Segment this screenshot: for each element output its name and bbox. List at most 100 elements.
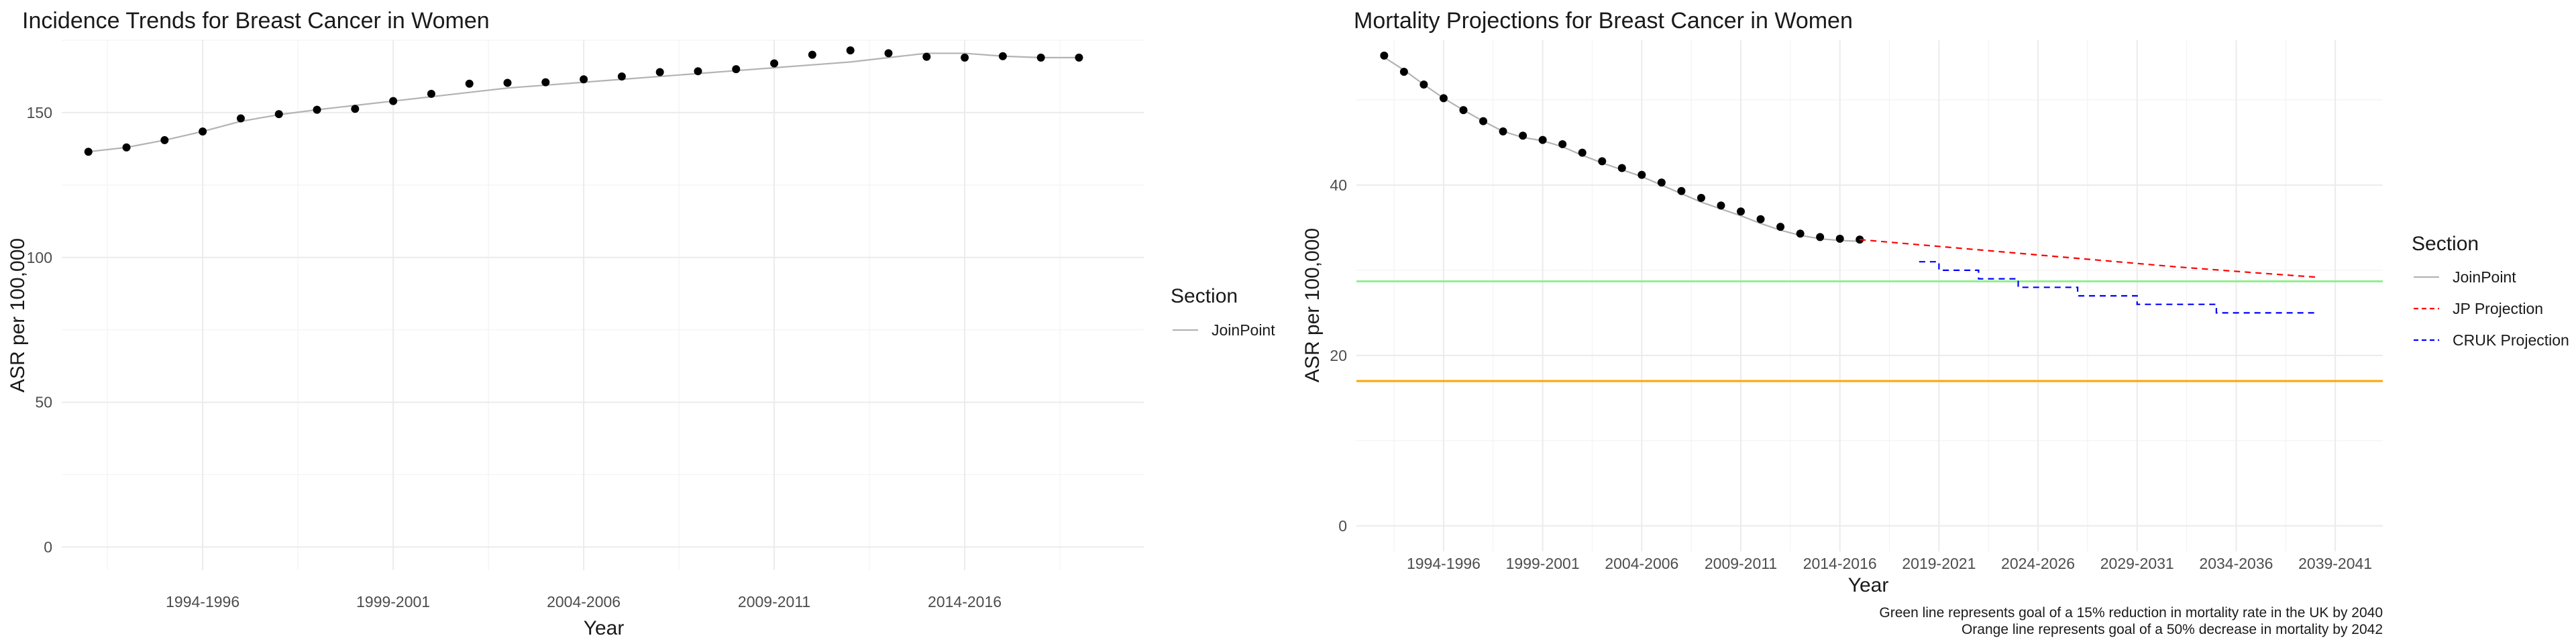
mortality-data-point <box>1519 131 1527 140</box>
mortality-series-joinpoint <box>1383 56 1860 242</box>
incidence-legend-entries: JoinPoint <box>1173 321 1275 339</box>
mortality-x-tick-label: 2034-2036 <box>2199 555 2273 572</box>
mortality-data-point <box>1737 207 1746 216</box>
mortality-x-tick-label: 2029-2031 <box>2100 555 2174 572</box>
incidence-x-axis-title: Year <box>584 617 625 639</box>
mortality-legend-label-2: CRUK Projection <box>2453 331 2569 349</box>
mortality-data-point <box>1717 201 1725 210</box>
incidence-y-axis-title: ASR per 100,000 <box>7 238 29 392</box>
incidence-gridlines <box>62 40 1144 570</box>
mortality-data-point <box>1578 148 1587 157</box>
incidence-x-tick-label: 2009-2011 <box>738 593 810 610</box>
incidence-data-point <box>1075 53 1083 62</box>
mortality-y-tick-labels: 0 20 40 <box>1330 176 1347 535</box>
mortality-series-observed <box>1380 51 1864 244</box>
incidence-legend-label-0: JoinPoint <box>1212 321 1275 339</box>
incidence-x-tick-label: 2004-2006 <box>547 593 621 610</box>
mortality-reference-lines <box>1356 280 2383 382</box>
incidence-data-point <box>846 46 855 55</box>
incidence-data-point <box>922 52 931 61</box>
mortality-data-point <box>1439 94 1448 103</box>
incidence-data-point <box>503 78 512 87</box>
incidence-y-tick-label: 100 <box>27 249 52 266</box>
mortality-series <box>1380 51 2316 314</box>
mortality-series-cruk-projection <box>1919 261 2316 314</box>
mortality-data-point <box>1776 223 1785 231</box>
incidence-data-point <box>1036 53 1045 62</box>
incidence-data-point <box>313 105 321 114</box>
mortality-x-tick-label: 2014-2016 <box>1803 555 1877 572</box>
incidence-data-point <box>655 68 664 76</box>
incidence-data-point <box>389 97 398 105</box>
mortality-data-point <box>1479 117 1488 125</box>
mortality-x-tick-label: 2009-2011 <box>1705 555 1777 572</box>
mortality-legend-label-0: JoinPoint <box>2453 268 2516 286</box>
mortality-data-point <box>1677 186 1686 195</box>
mortality-x-tick-label: 1994-1996 <box>1407 555 1481 572</box>
mortality-x-axis-title: Year <box>1848 574 1889 596</box>
mortality-data-point <box>1756 215 1765 223</box>
mortality-x-tick-label: 2024-2026 <box>2001 555 2075 572</box>
incidence-legend: Section JoinPoint <box>1171 285 1275 339</box>
incidence-data-point <box>580 75 588 84</box>
mortality-data-point <box>1419 80 1428 89</box>
mortality-data-point <box>1638 170 1646 179</box>
incidence-x-tick-label: 2014-2016 <box>928 593 1002 610</box>
incidence-title: Incidence Trends for Breast Cancer in Wo… <box>22 8 490 34</box>
incidence-legend-title: Section <box>1171 285 1238 307</box>
incidence-data-point <box>236 114 245 123</box>
mortality-x-tick-labels: 1994-1996 1999-2001 2004-2006 2009-2011 2014… <box>1407 555 2372 572</box>
mortality-data-point <box>1796 229 1805 238</box>
mortality-data-point <box>1816 233 1825 241</box>
mortality-legend-title: Section <box>2412 233 2479 255</box>
mortality-x-tick-label: 2004-2006 <box>1605 555 1678 572</box>
mortality-panel: Mortality Projections for Breast Cancer … <box>1301 8 2569 637</box>
incidence-data-point <box>351 105 360 113</box>
incidence-x-tick-label: 1994-1996 <box>166 593 239 610</box>
incidence-series-observed <box>84 46 1083 156</box>
mortality-gridlines <box>1356 40 2383 551</box>
incidence-data-point <box>274 110 283 119</box>
mortality-data-point <box>1399 67 1408 76</box>
incidence-data-point <box>541 78 550 87</box>
mortality-y-tick-label: 20 <box>1330 347 1347 364</box>
mortality-y-tick-label: 0 <box>1338 517 1347 535</box>
mortality-y-tick-label: 40 <box>1330 176 1347 194</box>
mortality-caption-orange: Orange line represents goal of a 50% dec… <box>1962 622 2383 637</box>
incidence-x-tick-labels: 1994-1996 1999-2001 2004-2006 2009-2011 2014… <box>166 593 1002 610</box>
incidence-data-point <box>160 136 169 144</box>
incidence-data-point <box>122 143 131 152</box>
mortality-y-axis-title: ASR per 100,000 <box>1301 228 1324 382</box>
mortality-legend-label-1: JP Projection <box>2453 300 2543 317</box>
incidence-y-tick-label: 150 <box>27 104 52 121</box>
incidence-data-point <box>961 53 969 62</box>
incidence-data-point <box>808 50 816 59</box>
mortality-data-point <box>1598 157 1607 166</box>
mortality-title: Mortality Projections for Breast Cancer … <box>1354 8 1853 34</box>
incidence-data-point <box>199 127 207 136</box>
mortality-data-point <box>1617 164 1626 172</box>
mortality-data-point <box>1697 193 1705 202</box>
incidence-data-point <box>770 59 779 68</box>
incidence-data-point <box>427 89 435 98</box>
mortality-data-point <box>1558 140 1567 148</box>
incidence-x-tick-label: 1999-2001 <box>356 593 430 610</box>
mortality-data-point <box>1499 127 1507 136</box>
incidence-series <box>84 46 1083 156</box>
mortality-x-tick-label: 1999-2001 <box>1506 555 1580 572</box>
incidence-y-tick-label: 50 <box>35 394 52 411</box>
incidence-data-point <box>694 67 702 76</box>
incidence-data-point <box>465 79 474 88</box>
incidence-data-point <box>84 148 93 156</box>
mortality-x-tick-label: 2019-2021 <box>1902 555 1976 572</box>
mortality-x-tick-label: 2039-2041 <box>2298 555 2372 572</box>
incidence-y-tick-labels: 0 50 100 150 <box>27 104 52 556</box>
incidence-data-point <box>617 72 626 80</box>
mortality-data-point <box>1459 106 1468 115</box>
mortality-legend-entries: JoinPoint JP Projection CRUK Projection <box>2414 268 2569 349</box>
incidence-panel: Incidence Trends for Breast Cancer in Wo… <box>7 8 1275 639</box>
incidence-y-tick-label: 0 <box>44 538 52 555</box>
mortality-caption-green: Green line represents goal of a 15% redu… <box>1879 605 2383 621</box>
mortality-legend: Section JoinPoint JP Projection CRUK Proje… <box>2412 233 2569 349</box>
incidence-data-point <box>998 52 1007 60</box>
